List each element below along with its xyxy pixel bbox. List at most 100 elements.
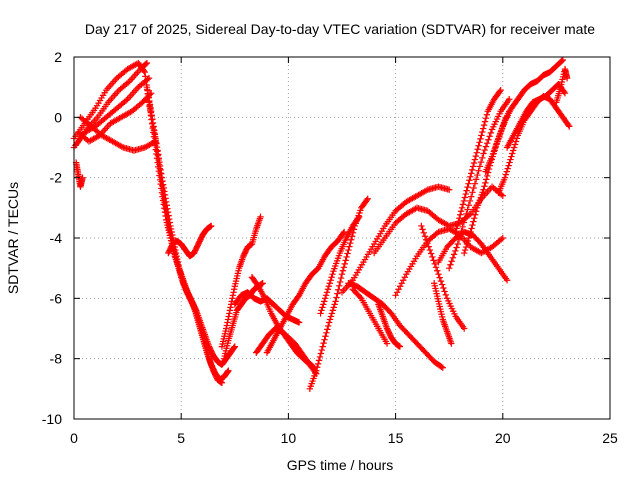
data-point: [323, 289, 331, 296]
data-marker: [317, 350, 325, 357]
data-marker: [155, 155, 163, 162]
data-marker: [468, 170, 475, 177]
data-point: [446, 186, 453, 193]
data-point: [154, 147, 161, 154]
x-tick-label: 10: [281, 430, 297, 446]
data-marker: [313, 364, 321, 371]
data-marker: [427, 250, 435, 257]
data-marker: [146, 102, 153, 109]
data-point: [499, 234, 506, 242]
data-marker: [457, 208, 465, 215]
data-point: [145, 99, 153, 106]
data-point: [461, 325, 468, 332]
data-series: [253, 325, 318, 371]
data-marker: [229, 295, 236, 302]
x-tick-label: 15: [388, 430, 404, 446]
data-marker: [419, 226, 426, 233]
data-point: [566, 123, 573, 130]
data-marker: [401, 274, 408, 281]
x-tick-label: 20: [495, 430, 511, 446]
data-marker: [481, 118, 489, 125]
data-series: [430, 280, 455, 347]
data-marker: [326, 280, 333, 287]
data-marker: [456, 214, 463, 222]
data-marker: [341, 260, 348, 268]
data-marker: [483, 172, 491, 180]
y-tick-label: -6: [50, 290, 63, 306]
data-point: [439, 364, 446, 371]
data-marker: [393, 289, 401, 296]
data-marker: [465, 234, 473, 242]
data-marker: [479, 128, 486, 136]
data-marker: [463, 187, 470, 194]
data-marker: [325, 283, 333, 290]
data-marker: [423, 236, 430, 243]
data-marker: [152, 136, 159, 144]
chart-title: Day 217 of 2025, Sidereal Day-to-day VTE…: [85, 21, 595, 37]
data-marker: [472, 176, 480, 183]
data-point: [471, 156, 479, 163]
data-marker: [483, 176, 490, 183]
data-marker: [482, 114, 490, 122]
data-marker: [326, 316, 334, 323]
data-marker: [315, 357, 323, 364]
data-point: [257, 213, 264, 221]
data-marker: [448, 258, 455, 265]
data-point: [340, 228, 348, 236]
data-marker: [477, 135, 484, 143]
data-marker: [230, 344, 238, 351]
data-point: [162, 198, 170, 205]
data-marker: [346, 243, 353, 250]
data-marker: [322, 292, 330, 299]
y-axis-ticks: 2 0 -2 -4 -6 -8 -10: [42, 49, 610, 427]
data-marker: [441, 288, 448, 295]
data-marker: [329, 307, 337, 314]
data-marker: [510, 144, 518, 151]
data-marker: [156, 158, 163, 166]
data-series: [375, 301, 404, 350]
data-marker: [438, 281, 446, 288]
data-marker: [153, 143, 161, 151]
data-marker: [330, 304, 337, 311]
data-marker: [430, 257, 437, 264]
data-marker: [337, 274, 345, 282]
data-marker: [331, 301, 338, 308]
data-point: [345, 246, 352, 254]
data-marker: [565, 121, 572, 129]
data-marker: [224, 368, 231, 375]
data-marker: [459, 223, 466, 230]
data-point: [506, 96, 513, 103]
data-point: [223, 325, 230, 332]
data-marker: [321, 295, 329, 302]
data-marker: [470, 159, 478, 167]
data-series: [306, 195, 371, 393]
data-point: [446, 264, 453, 272]
data-marker: [167, 225, 175, 233]
data-point: [501, 174, 509, 181]
data-marker: [320, 301, 327, 308]
data-marker: [421, 233, 429, 240]
data-marker: [224, 319, 231, 326]
data-point: [559, 56, 567, 64]
data-marker: [461, 214, 469, 222]
data-marker: [147, 105, 154, 113]
data-marker: [149, 119, 156, 127]
data-point: [208, 222, 215, 230]
data-marker: [340, 264, 348, 271]
data-marker: [460, 219, 468, 226]
data-marker: [458, 227, 465, 235]
data-marker: [344, 250, 351, 257]
data-marker: [400, 277, 407, 284]
data-marker: [425, 243, 432, 250]
data-marker: [347, 236, 355, 243]
x-tick-label: 0: [70, 430, 78, 446]
data-point: [480, 150, 487, 157]
data-marker: [165, 212, 172, 219]
data-marker: [166, 219, 174, 226]
data-marker: [125, 79, 132, 86]
data-series: [338, 183, 453, 296]
data-point: [448, 340, 455, 347]
data-marker: [464, 183, 471, 191]
data-point: [150, 123, 157, 130]
data-point: [458, 204, 466, 212]
